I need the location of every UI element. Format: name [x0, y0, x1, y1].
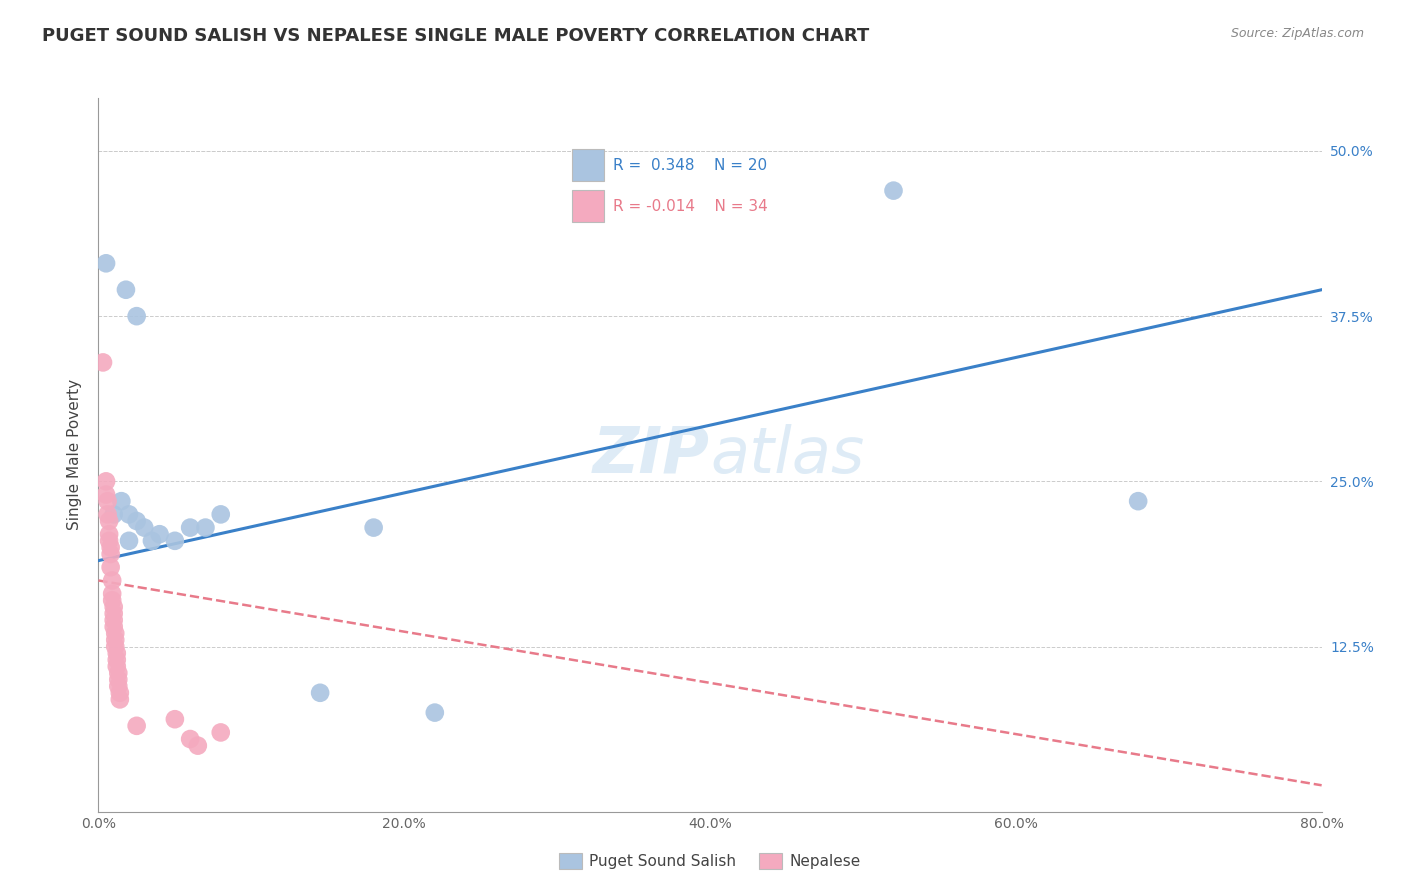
- Point: [194, 520, 217, 534]
- Point: [309, 686, 332, 700]
- Point: [98, 533, 121, 548]
- Point: [103, 508, 125, 522]
- Point: [118, 533, 141, 548]
- Text: Source: ZipAtlas.com: Source: ZipAtlas.com: [1230, 27, 1364, 40]
- Point: [108, 692, 131, 706]
- Text: R = -0.014    N = 34: R = -0.014 N = 34: [613, 199, 768, 213]
- Point: [125, 719, 148, 733]
- Point: [101, 574, 124, 588]
- Point: [179, 732, 201, 747]
- Point: [115, 283, 138, 297]
- Point: [103, 599, 125, 614]
- Point: [363, 520, 385, 534]
- Point: [423, 706, 446, 720]
- Point: [103, 613, 125, 627]
- Point: [104, 632, 127, 647]
- Point: [209, 725, 232, 739]
- Point: [149, 527, 172, 541]
- Point: [141, 533, 163, 548]
- Point: [108, 686, 131, 700]
- Bar: [572, 191, 605, 221]
- Point: [107, 673, 129, 687]
- Text: R =  0.348    N = 20: R = 0.348 N = 20: [613, 158, 768, 172]
- Point: [104, 626, 127, 640]
- Point: [104, 640, 127, 654]
- Point: [209, 508, 232, 522]
- Point: [94, 475, 117, 489]
- Point: [100, 560, 122, 574]
- Point: [98, 514, 121, 528]
- Point: [101, 587, 124, 601]
- Point: [97, 508, 120, 522]
- Point: [97, 494, 120, 508]
- Text: atlas: atlas: [710, 424, 865, 486]
- Point: [103, 620, 125, 634]
- Point: [110, 494, 132, 508]
- Point: [91, 355, 114, 369]
- Y-axis label: Single Male Poverty: Single Male Poverty: [67, 379, 83, 531]
- Point: [105, 659, 128, 673]
- Point: [101, 593, 124, 607]
- Point: [118, 508, 141, 522]
- Point: [125, 514, 148, 528]
- Point: [1128, 494, 1150, 508]
- Point: [125, 309, 148, 323]
- Text: ZIP: ZIP: [593, 424, 710, 486]
- Point: [98, 527, 121, 541]
- Point: [100, 541, 122, 555]
- Point: [107, 679, 129, 693]
- Point: [107, 665, 129, 680]
- Legend: Puget Sound Salish, Nepalese: Puget Sound Salish, Nepalese: [553, 847, 868, 875]
- Point: [163, 533, 186, 548]
- Point: [179, 520, 201, 534]
- Point: [105, 653, 128, 667]
- Text: PUGET SOUND SALISH VS NEPALESE SINGLE MALE POVERTY CORRELATION CHART: PUGET SOUND SALISH VS NEPALESE SINGLE MA…: [42, 27, 869, 45]
- Bar: [572, 150, 605, 180]
- Point: [883, 184, 905, 198]
- Point: [94, 256, 117, 270]
- Point: [100, 547, 122, 561]
- Point: [134, 520, 156, 534]
- Point: [187, 739, 209, 753]
- Point: [105, 646, 128, 660]
- Point: [103, 607, 125, 621]
- Point: [163, 712, 186, 726]
- Point: [94, 487, 117, 501]
